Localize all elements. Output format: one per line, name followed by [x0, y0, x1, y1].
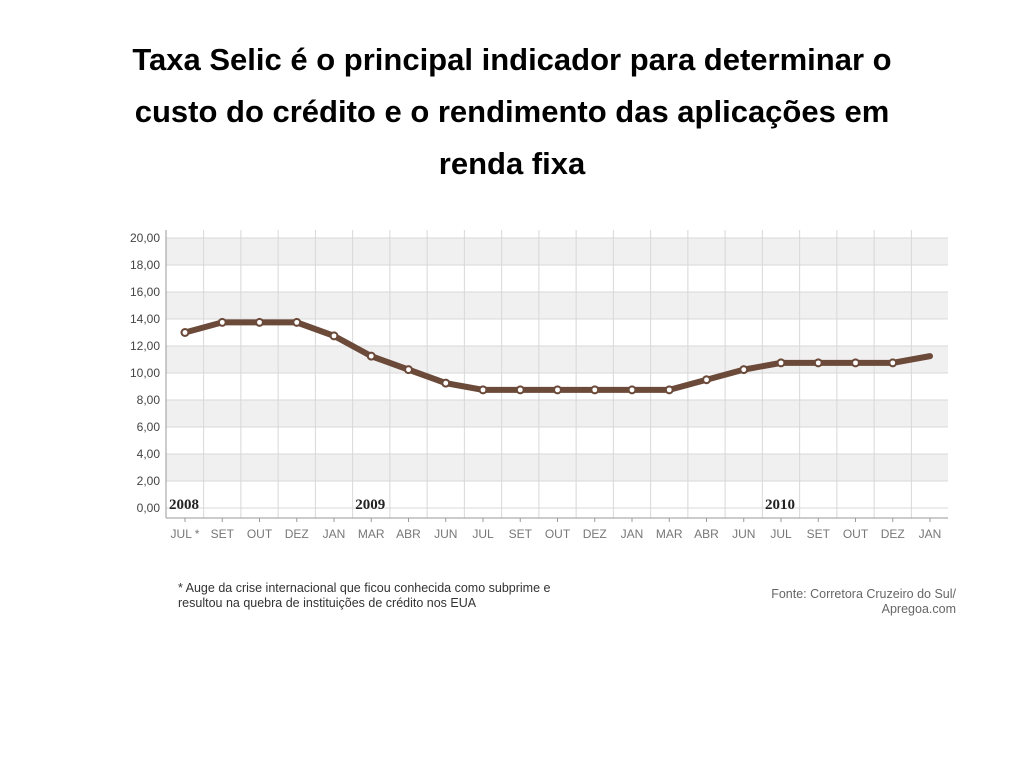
- data-point: [517, 387, 523, 393]
- grid-band: [166, 238, 948, 265]
- x-tick-label: MAR: [656, 527, 683, 541]
- y-tick-label: 12,00: [130, 339, 160, 353]
- x-tick-label: JUL: [472, 527, 494, 541]
- title-line: custo do crédito e o rendimento das apli…: [134, 94, 890, 129]
- source-line: Fonte: Corretora Cruzeiro do Sul/: [771, 587, 956, 601]
- data-point: [219, 319, 225, 325]
- data-point: [294, 319, 300, 325]
- x-tick-label: DEZ: [285, 527, 309, 541]
- grid-band: [166, 400, 948, 427]
- x-tick-label: JAN: [621, 527, 644, 541]
- data-point: [815, 360, 821, 366]
- footnote-line: * Auge da crise internacional que ficou …: [178, 581, 551, 595]
- y-tick-label: 10,00: [130, 366, 160, 380]
- data-point: [592, 387, 598, 393]
- grid-band: [166, 346, 948, 373]
- data-point: [182, 330, 188, 335]
- x-tick-label: JUL: [770, 527, 792, 541]
- chart-source: Fonte: Corretora Cruzeiro do Sul/ Aprego…: [771, 587, 956, 617]
- data-point: [704, 377, 709, 383]
- y-tick-label: 4,00: [137, 447, 161, 461]
- x-tick-label: JUN: [434, 527, 457, 541]
- chart-footnote: * Auge da crise internacional que ficou …: [178, 581, 550, 611]
- data-point: [629, 387, 635, 393]
- x-tick-label: JAN: [323, 527, 346, 541]
- grid-band: [166, 292, 948, 319]
- y-tick-label: 18,00: [130, 258, 160, 272]
- year-label: 2009: [355, 497, 385, 513]
- x-tick-label: SET: [807, 527, 831, 541]
- data-point: [406, 367, 411, 373]
- y-tick-label: 14,00: [130, 312, 160, 326]
- x-tick-label: DEZ: [583, 527, 607, 541]
- data-point: [555, 387, 560, 393]
- y-tick-label: 8,00: [137, 393, 161, 407]
- x-tick-label: OUT: [545, 527, 571, 541]
- title-line: Taxa Selic é o principal indicador para …: [132, 42, 892, 77]
- y-tick-label: 16,00: [130, 285, 160, 299]
- data-point: [666, 387, 672, 393]
- data-point: [741, 367, 747, 373]
- data-point: [778, 360, 784, 366]
- source-line: Apregoa.com: [881, 602, 956, 616]
- year-label: 2008: [169, 497, 199, 513]
- y-tick-label: 20,00: [130, 231, 160, 245]
- footnote-line: resultou na quebra de instituições de cr…: [178, 596, 477, 610]
- data-point: [443, 380, 449, 386]
- x-tick-label: DEZ: [881, 527, 905, 541]
- title-line: renda fixa: [438, 146, 586, 181]
- data-point: [368, 353, 374, 359]
- x-tick-label: MAR: [358, 527, 385, 541]
- x-tick-label: SET: [509, 527, 533, 541]
- x-tick-label: SET: [211, 527, 235, 541]
- data-point: [257, 319, 262, 325]
- x-tick-label: JAN: [919, 527, 942, 541]
- year-label: 2010: [765, 497, 795, 513]
- y-tick-label: 0,00: [137, 501, 161, 515]
- slide-title: Taxa Selic é o principal indicador para …: [60, 34, 964, 190]
- data-point: [331, 333, 337, 339]
- data-point: [853, 360, 858, 366]
- x-tick-label: ABR: [694, 527, 719, 541]
- x-tick-label: OUT: [247, 527, 273, 541]
- grid-band: [166, 454, 948, 481]
- data-point: [890, 360, 896, 366]
- x-tick-label: ABR: [396, 527, 421, 541]
- x-tick-label: OUT: [843, 527, 869, 541]
- data-point: [480, 387, 486, 393]
- y-tick-label: 6,00: [137, 420, 161, 434]
- x-tick-label: JUN: [732, 527, 755, 541]
- y-tick-label: 2,00: [137, 474, 161, 488]
- x-tick-label: JUL *: [171, 527, 200, 541]
